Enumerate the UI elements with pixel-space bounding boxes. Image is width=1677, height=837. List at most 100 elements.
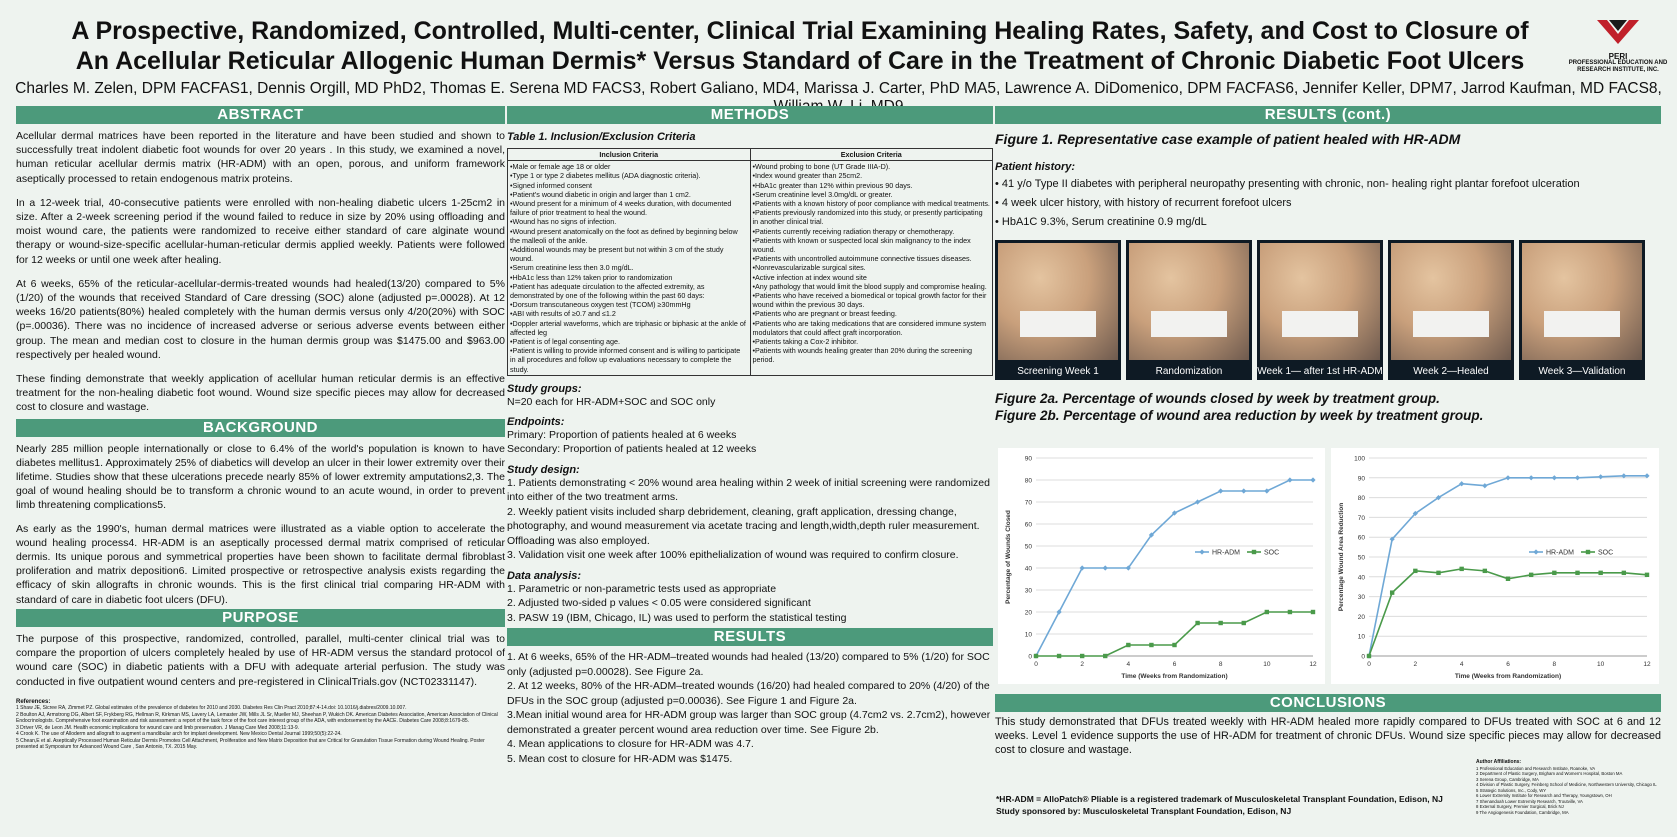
- y-tick-label: 90: [1358, 475, 1366, 482]
- data-point: [1482, 568, 1488, 574]
- data-point: [1505, 475, 1511, 481]
- data-point: [1482, 483, 1488, 489]
- figure-2b-chart: 0 10 20 30 40 50 60 70 80 90 100 0 2 4 6 8 10 12 Time (Wee…: [1331, 448, 1659, 684]
- y-tick-label: 10: [1025, 632, 1033, 639]
- figure-1-title: Figure 1. Representative case example of…: [995, 131, 1461, 147]
- exclusion-item: •Patients with wounds healing greater th…: [752, 346, 972, 365]
- y-tick-label: 40: [1025, 566, 1033, 573]
- data-point: [1436, 570, 1441, 576]
- figure-2a-chart: 0 10 20 30 40 50 60 70 80 90 0 2 4 6 8 10 12 Time (Weeks …: [998, 448, 1325, 684]
- purpose-heading: PURPOSE: [16, 608, 505, 627]
- reference-item: 3 Driver VR, de Leon JM. Health economic…: [16, 724, 300, 731]
- endpoints-heading: Endpoints:: [507, 415, 565, 428]
- data-point: [1528, 475, 1534, 481]
- study-groups-text: N=20 each for HR-ADM+SOC and SOC only: [507, 395, 716, 408]
- affiliation-item: 4 Division of Plastic Surgery, Feinberg …: [1476, 782, 1657, 787]
- data-point: [1033, 653, 1039, 659]
- data-point: [1079, 653, 1085, 659]
- exclusion-column: Exclusion Criteria •Wound probing to bon…: [750, 149, 992, 375]
- study-design-list: 1. Patients demonstrating < 20% wound ar…: [507, 476, 993, 563]
- foot-wound-photo: [1260, 243, 1380, 360]
- y-tick-label: 20: [1025, 610, 1033, 617]
- photo-caption: Week 2—Healed: [1413, 366, 1489, 377]
- purpose-paragraph: The purpose of this prospective, randomi…: [16, 632, 505, 688]
- data-point: [1574, 475, 1581, 481]
- data-point: [1056, 609, 1062, 615]
- methods-heading: METHODS: [507, 106, 993, 124]
- x-axis-label: Time (Weeks from Randomization): [1121, 673, 1227, 680]
- author-affiliations: Author Affiliations: 1 Professional Educ…: [1476, 759, 1666, 815]
- reference-item: 2 Boulton AJ, Armstrong DG, Albert SF, F…: [16, 711, 498, 725]
- y-tick-label: 80: [1025, 478, 1033, 485]
- data-point: [1241, 620, 1246, 626]
- y-tick-label: 0: [1361, 654, 1365, 661]
- exclusion-item: •Patients who have received a biomedical…: [752, 291, 987, 310]
- data-analysis-heading: Data analysis:: [507, 569, 581, 582]
- legend-label: SOC: [1264, 550, 1279, 557]
- peri-logo: PERI PROFESSIONAL EDUCATION AND RESEARCH…: [1568, 18, 1668, 73]
- case-photo-strip: Screening Week 1 Randomization Week 1— aft…: [995, 240, 1661, 380]
- exclusion-item: •Patients who are pregnant or breast fee…: [752, 309, 897, 319]
- data-point: [1264, 488, 1270, 494]
- y-tick-label: 10: [1358, 634, 1366, 641]
- exclusion-item: •Patients previously randomized into thi…: [752, 208, 983, 227]
- data-analysis-list: 1. Parametric or non-parametric tests us…: [507, 582, 993, 626]
- sponsor-note: Study sponsored by: Musculoskeletal Tran…: [996, 806, 1292, 816]
- photo-caption: Screening Week 1: [1017, 366, 1099, 377]
- data-point: [1644, 572, 1650, 578]
- y-tick-label: 0: [1028, 654, 1032, 661]
- y-tick-label: 20: [1358, 614, 1366, 621]
- affiliation-item: 3 Serena Group, Cambridge, MA: [1476, 776, 1539, 782]
- result-item: 3.Mean initial wound area for HR-ADM gro…: [507, 709, 991, 736]
- inclusion-item: •Signed informed consent: [510, 180, 593, 190]
- photo-caption: Week 3—Validation: [1538, 366, 1626, 377]
- inclusion-item: •Patient is willing to provide informed …: [510, 346, 741, 374]
- x-tick-label: 6: [1506, 661, 1510, 668]
- data-point: [1366, 653, 1372, 659]
- data-point: [1598, 570, 1603, 576]
- x-tick-label: 8: [1219, 661, 1223, 668]
- foot-wound-photo: [998, 243, 1118, 360]
- x-tick-label: 6: [1173, 661, 1177, 668]
- title-line-2: An Acellular Reticular Allogenic Human D…: [75, 47, 1525, 75]
- exclusion-item: •Nonrevascularizable surgical sites.: [752, 263, 866, 273]
- wound-area-reduction-chart: 0 10 20 30 40 50 60 70 80 90 100 0 2 4 6 8 10 12 Time (Wee…: [1338, 456, 1651, 681]
- study-design-item: 2. Weekly patient visits included sharp …: [507, 505, 980, 547]
- reference-item: 1 Shaw JE, Sicree RA, Zimmet PZ. Global …: [16, 705, 407, 712]
- exclusion-item: •Wound probing to bone (UT Grade IIIA-D)…: [752, 162, 891, 172]
- legend-label: SOC: [1598, 550, 1613, 557]
- y-tick-label: 50: [1025, 544, 1033, 551]
- legend-label: HR-ADM: [1212, 550, 1240, 557]
- table-title: Table 1. Inclusion/Exclusion Criteria: [507, 131, 696, 143]
- series-line-soc: [1368, 568, 1648, 657]
- title-line-1: A Prospective, Randomized, Controlled, M…: [71, 17, 1529, 45]
- data-point: [1172, 642, 1177, 648]
- affiliation-item: 8 External Surgery, Premier Surgical, Br…: [1476, 804, 1564, 809]
- logo-name: PERI: [1608, 52, 1628, 61]
- data-point: [1528, 572, 1534, 578]
- affiliation-item: 9 The Angiogenesis Foundation, Cambridge…: [1476, 809, 1569, 815]
- y-axis-label: Percentage Wound Area Reduction: [1338, 503, 1345, 611]
- poster-title: A Prospective, Randomized, Controlled, M…: [40, 16, 1560, 76]
- affiliation-item: 2 Department of Plastic Surgery, Brigham…: [1476, 771, 1623, 776]
- data-analysis-item: 2. Adjusted two-sided p values < 0.05 we…: [507, 597, 811, 610]
- data-point: [1389, 536, 1395, 542]
- study-design-item: 3. Validation visit one week after 100% …: [507, 549, 959, 562]
- case-photo: Week 3—Validation: [1519, 240, 1645, 380]
- peri-logo-icon: [1597, 20, 1639, 44]
- y-tick-label: 30: [1025, 588, 1033, 595]
- x-axis-label: Time (Weeks from Randomization): [1455, 673, 1561, 680]
- references-heading: References:: [16, 698, 51, 705]
- reference-item: 4 Crook K. The use of Alloderm and allog…: [16, 731, 342, 738]
- data-point: [1264, 609, 1270, 615]
- middle-column: METHODS Table 1. Inclusion/Exclusion Cri…: [507, 106, 993, 766]
- references: References: 1 Shaw JE, Sicree RA, Zimmet…: [16, 699, 505, 751]
- affiliation-item: 5 Strategic Solutions, Inc., Cody, WY: [1476, 787, 1547, 793]
- inclusion-item: •Dorsum transcutaneous oxygen test (TCOM…: [510, 300, 691, 310]
- data-point: [1459, 566, 1464, 572]
- y-tick-label: 90: [1025, 456, 1033, 463]
- conclusions-paragraph: This study demonstrated that DFUs treate…: [995, 716, 1661, 757]
- inclusion-item: •Patient has adequate circulation to the…: [510, 281, 705, 301]
- foot-wound-photo: [1129, 243, 1249, 360]
- exclusion-item: •Patients with known or suspected local …: [752, 235, 971, 255]
